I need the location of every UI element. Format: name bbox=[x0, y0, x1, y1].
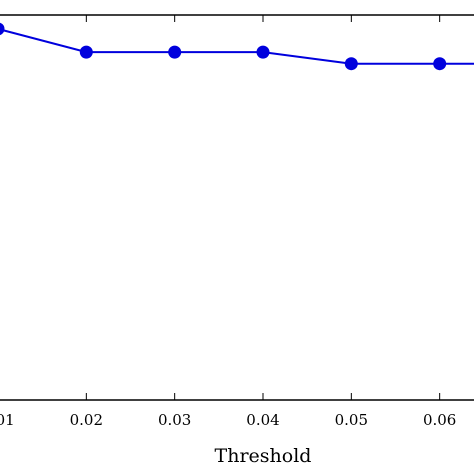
data-point bbox=[0, 22, 5, 36]
x-tick-label: 0.02 bbox=[70, 411, 103, 429]
series-lines bbox=[0, 28, 474, 65]
data-point bbox=[344, 57, 358, 71]
x-tick-label: 0.05 bbox=[335, 411, 368, 429]
x-axis-ticks bbox=[85, 15, 441, 400]
plot-frame bbox=[0, 14, 474, 401]
data-point bbox=[168, 45, 182, 59]
data-point bbox=[433, 57, 447, 71]
x-tick-label: 0.03 bbox=[158, 411, 191, 429]
series-line bbox=[0, 28, 474, 65]
x-axis-label: Threshold bbox=[215, 445, 312, 467]
data-point bbox=[256, 45, 270, 59]
data-point bbox=[79, 45, 93, 59]
x-tick-label: 0.06 bbox=[423, 411, 456, 429]
x-tick-label: 0.01 bbox=[0, 411, 15, 429]
x-axis-tick-labels: 0.010.020.030.040.050.060.07 bbox=[0, 411, 456, 429]
x-tick-label: 0.04 bbox=[246, 411, 279, 429]
data-points bbox=[0, 22, 447, 71]
